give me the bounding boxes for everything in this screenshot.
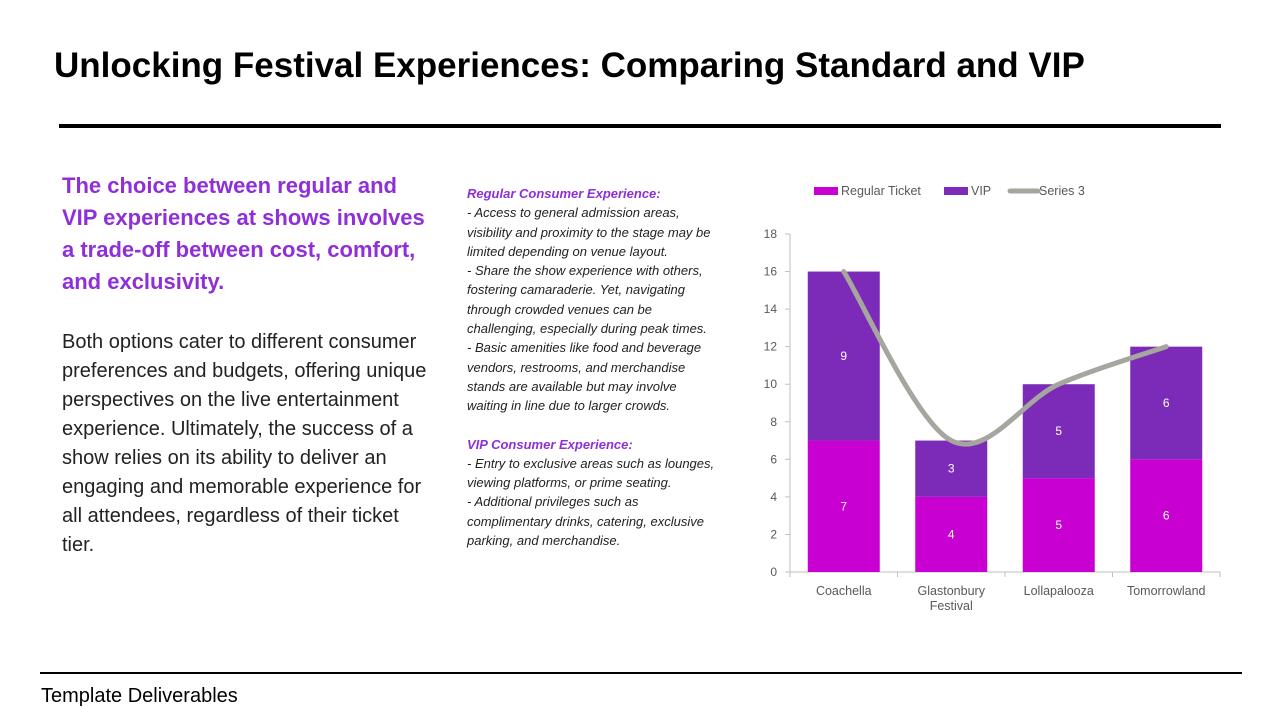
bar-data-label: 6 — [1163, 396, 1170, 410]
title-divider — [59, 124, 1221, 128]
bar-data-label: 6 — [1163, 509, 1170, 523]
legend-label: Regular Ticket — [841, 184, 921, 198]
y-tick-label: 10 — [764, 377, 778, 391]
bar-regular — [915, 496, 988, 572]
bar-regular — [1022, 478, 1095, 572]
y-tick-label: 6 — [770, 452, 777, 466]
vip-experience-heading: VIP Consumer Experience: — [467, 436, 633, 452]
regular-experience-item: - Access to general admission areas, vis… — [467, 205, 711, 259]
footer-divider — [40, 672, 1242, 674]
lead-statement: The choice between regular and VIP exper… — [62, 173, 425, 294]
body-paragraph: Both options cater to different consumer… — [62, 331, 427, 556]
vip-experience-item: - Entry to exclusive areas such as loung… — [467, 455, 715, 491]
y-tick-label: 14 — [764, 302, 778, 316]
bar-vip — [1130, 346, 1203, 460]
y-tick-label: 0 — [770, 565, 777, 579]
bar-vip — [915, 440, 988, 497]
y-tick-label: 4 — [770, 490, 777, 504]
footer-label: Template Deliverables — [41, 685, 238, 707]
notes-spacer — [467, 416, 717, 435]
y-tick-label: 12 — [764, 340, 778, 354]
y-tick-label: 18 — [764, 227, 778, 241]
slide-title: Unlocking Festival Experiences: Comparin… — [54, 46, 1085, 85]
bar-data-label: 4 — [948, 527, 955, 541]
chart-svg: 0 2 4 6 8 10 12 14 16 18 7 9 Coachella 4 3 GlastonburyF… — [764, 184, 1221, 613]
regular-experience-item: - Share the show experience with others,… — [467, 263, 707, 337]
regular-experience-heading: Regular Consumer Experience: — [467, 186, 661, 201]
legend-swatch — [814, 187, 838, 195]
legend-label: VIP — [971, 184, 991, 198]
x-category-label: Coachella — [816, 584, 872, 598]
legend-swatch — [944, 187, 968, 195]
experience-notes: Regular Consumer Experience: - Access to… — [467, 184, 717, 550]
bar-data-label: 5 — [1055, 518, 1062, 532]
vip-experience-item: - Additional privileges such as complime… — [467, 494, 704, 549]
x-category-label: Glastonbury — [918, 584, 986, 598]
bar-data-label: 9 — [840, 349, 847, 363]
x-category-label: Festival — [930, 599, 973, 613]
bar-data-label: 5 — [1055, 424, 1062, 438]
y-tick-label: 8 — [770, 415, 777, 429]
bar-regular — [1130, 459, 1203, 572]
ticket-comparison-chart: 0 2 4 6 8 10 12 14 16 18 7 9 Coachella 4 3 Glastonbury F… — [740, 170, 1240, 630]
regular-experience-item: - Basic amenities like food and beverage… — [467, 340, 702, 414]
x-category-label: Lollapalooza — [1024, 584, 1094, 598]
bar-data-label: 3 — [948, 462, 955, 476]
x-category-label: Tomorrowland — [1127, 584, 1206, 598]
legend-label: Series 3 — [1039, 184, 1085, 198]
series-3-line — [841, 269, 1169, 447]
bar-vip — [807, 271, 880, 441]
y-tick-label: 2 — [770, 527, 777, 541]
bar-regular — [807, 440, 880, 572]
y-tick-label: 16 — [764, 265, 778, 279]
bar-data-label: 7 — [840, 499, 847, 513]
